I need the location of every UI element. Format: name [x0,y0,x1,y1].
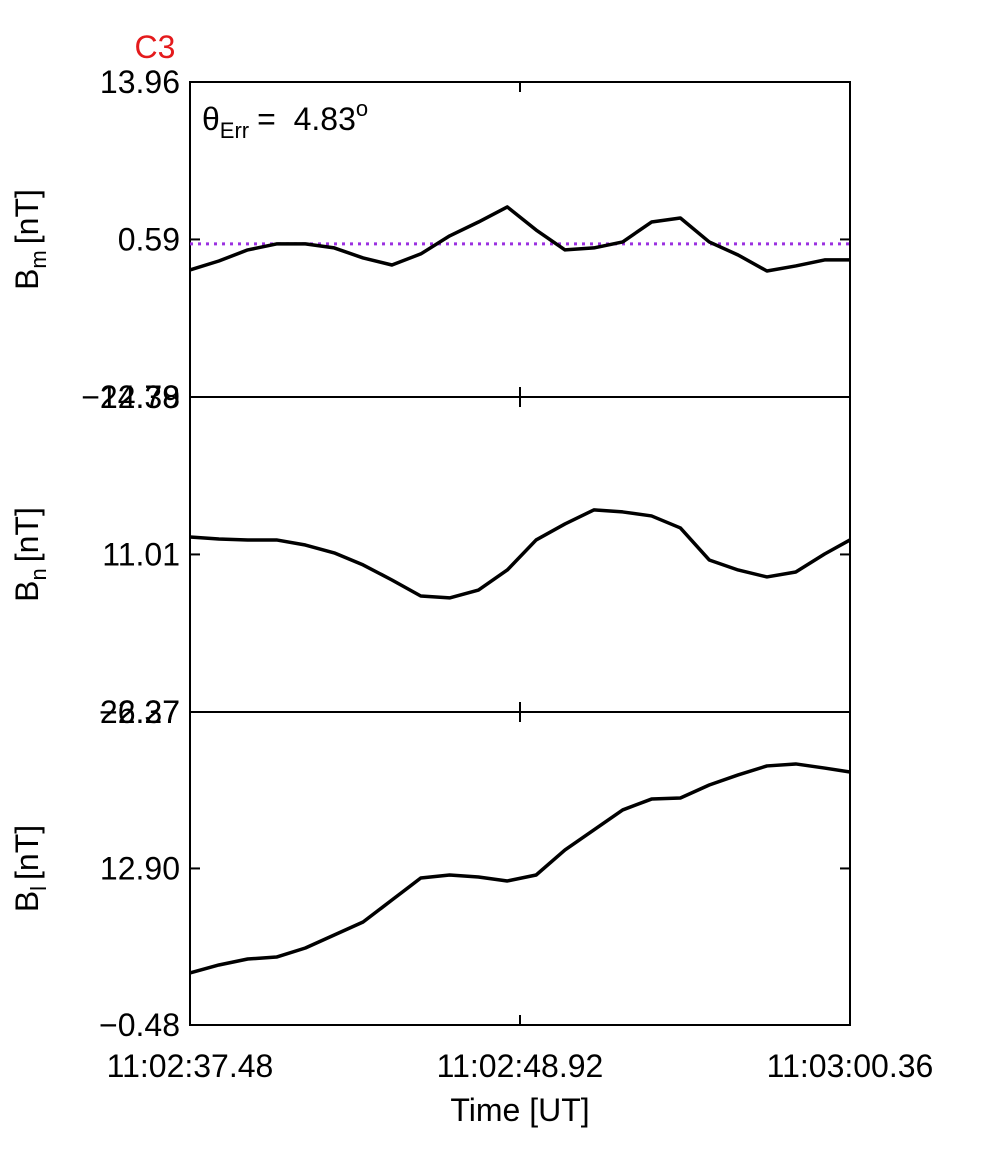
y-tick-label: 11.01 [102,536,180,572]
axes-box [189,711,851,1026]
x-tick-label: 11:03:00.36 [767,1048,934,1084]
y-label-subscript: l [26,886,51,891]
data-line [189,762,851,975]
y-label-subscript: n [26,568,51,580]
y-axis-label: Bn [nT] [9,507,51,602]
data-line [189,205,850,273]
y-label-unit: [nT] [9,825,45,880]
y-axis-label: Bm [nT] [9,189,51,290]
y-axis-label: Bl [nT] [9,825,51,912]
y-tick-label: 0.59 [118,221,180,257]
y-label-subscript: m [26,250,51,268]
x-tick-label: 11:02:37.48 [107,1048,274,1084]
x-tick-label: 11:02:48.92 [437,1048,604,1084]
x-axis-label: Time [UT] [450,1092,589,1128]
annotation: θErr = 4.83o [202,96,368,143]
annotation-symbol: θ [202,101,220,137]
y-label-unit: [nT] [9,189,45,244]
chart-title: C3 [135,29,176,65]
y-tick-label: −0.48 [99,1007,180,1043]
y-tick-label: 24.38 [100,379,180,415]
annotation-superscript: o [356,96,368,121]
y-label-unit: [nT] [9,507,45,562]
y-label-text: B [9,891,45,912]
y-label-text: B [9,269,45,290]
y-tick-label: −2.37 [99,694,180,730]
data-line [189,508,851,600]
annotation-subscript: Err [220,118,249,143]
y-tick-label: 26.27 [100,694,180,730]
y-label-text: B [9,581,45,602]
annotation-text: = 4.83 [257,101,356,137]
y-tick-label: 13.96 [100,64,180,100]
y-tick-label: −12.79 [81,379,180,415]
y-tick-label: 12.90 [100,850,180,886]
